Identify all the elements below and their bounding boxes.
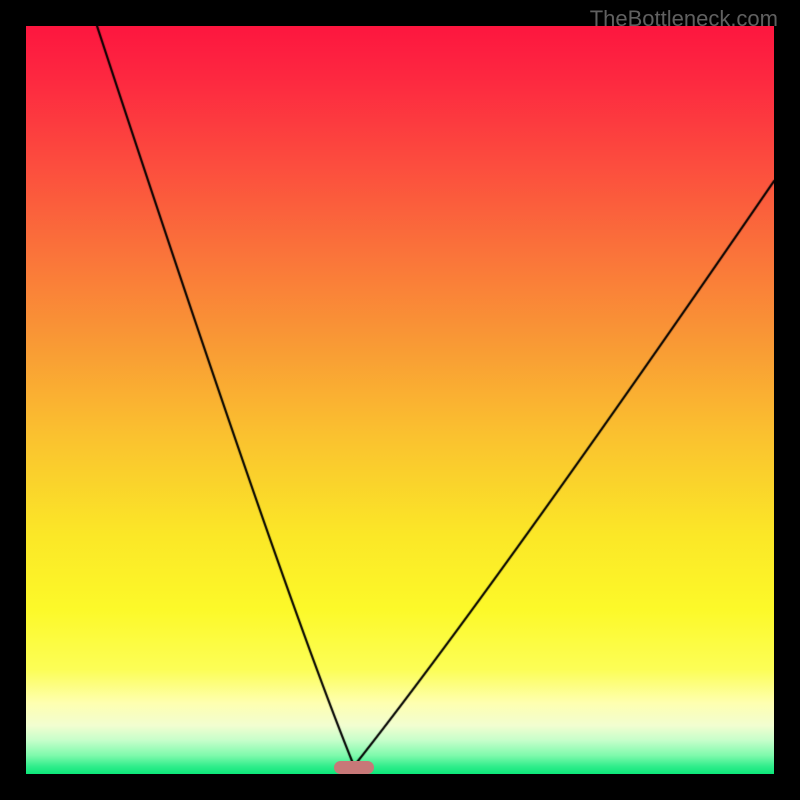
vertex-marker (334, 761, 374, 774)
bottleneck-curve (26, 26, 774, 774)
watermark-text: TheBottleneck.com (590, 6, 778, 32)
plot-area (26, 26, 774, 774)
outer-frame: TheBottleneck.com (0, 0, 800, 800)
